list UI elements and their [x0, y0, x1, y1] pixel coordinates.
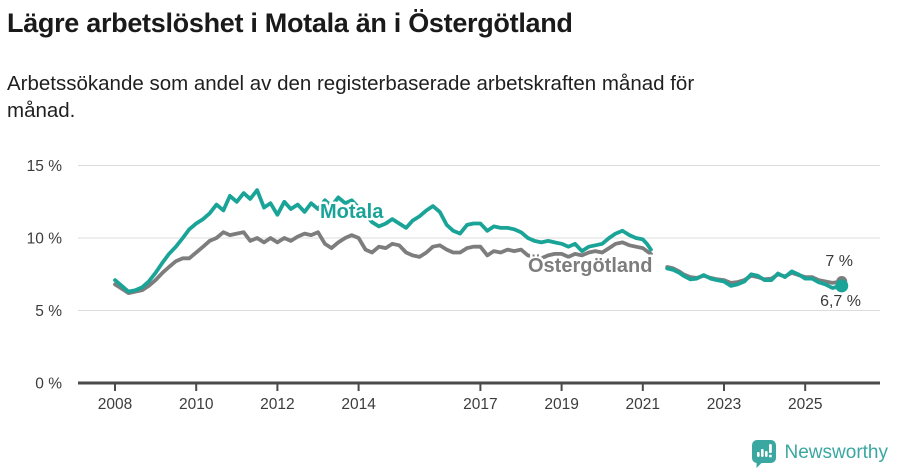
y-tick-label: 10 % — [27, 231, 63, 248]
y-tick-label: 0 % — [35, 376, 62, 393]
series-label: Motala — [320, 201, 384, 223]
newsworthy-logo-icon — [751, 440, 776, 468]
x-tick-label: 2023 — [707, 396, 741, 413]
series-line — [113, 230, 653, 296]
chart-subtitle: Arbetssökande som andel av den registerb… — [7, 72, 695, 123]
page-title: Lägre arbetslöshet i Motala än i Östergö… — [7, 8, 573, 38]
y-axis: 0 % 5 % 10 % 15 % — [27, 158, 63, 393]
y-tick-label: 5 % — [35, 303, 62, 320]
newsworthy-brand-name: Newsworthy — [784, 442, 888, 463]
series-line — [665, 266, 844, 290]
series-end-value-label: 7 % — [825, 253, 853, 270]
series-end-dot — [835, 279, 849, 293]
x-tick-label: 2012 — [260, 396, 294, 413]
x-tick-label: 2014 — [341, 396, 376, 413]
series-line — [113, 188, 653, 294]
x-tick-label: 2017 — [463, 396, 497, 413]
x-tick-label: 2025 — [788, 396, 822, 413]
series-label: Östergötland — [528, 254, 652, 277]
x-tick-label: 2019 — [544, 396, 578, 413]
unemployment-line-chart: 0 %5 %10 %15 % 2008 2010 2012 2014 2017 2019 2… — [27, 158, 880, 413]
newsworthy-brand[interactable]: Newsworthy — [750, 438, 888, 468]
x-tick-label: 2010 — [179, 396, 214, 413]
x-axis: 2008 2010 2012 2014 2017 2019 2021 2023 2025 — [78, 381, 880, 413]
x-tick-label: 2008 — [98, 396, 132, 413]
gridlines — [78, 165, 880, 311]
series-labels: Östergötland 7 % Motala 6,7 % — [318, 199, 864, 313]
y-tick-label: 15 % — [27, 158, 63, 175]
series-lines — [113, 188, 849, 296]
series-end-value-label: 6,7 % — [820, 293, 861, 310]
x-tick-label: 2021 — [626, 396, 660, 413]
